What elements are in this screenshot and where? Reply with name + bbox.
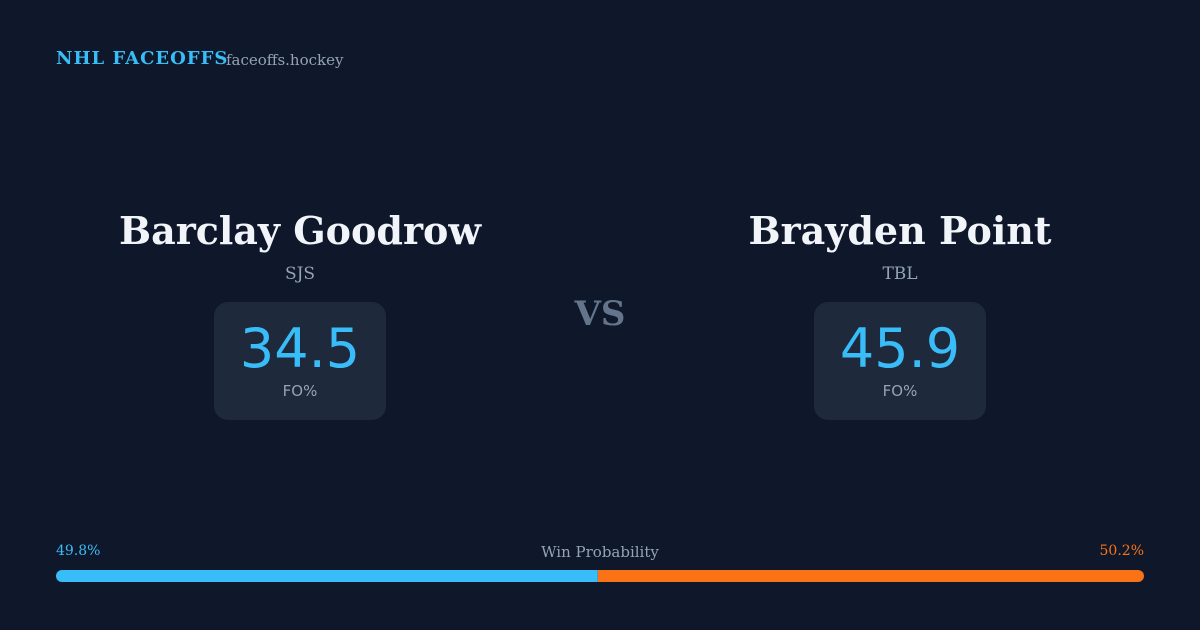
win-bar-left <box>56 570 598 582</box>
versus: VS <box>574 294 626 334</box>
win-title: Win Probability <box>541 543 659 561</box>
win-left-label: 49.8% <box>56 543 101 559</box>
stat-label: FO% <box>882 382 918 400</box>
player-card: Barclay Goodrow SJS 34.5 FO% <box>50 206 550 420</box>
stat-value: 34.5 <box>239 317 361 380</box>
stat-box: 45.9 FO% <box>814 302 986 420</box>
stat-value: 45.9 <box>839 317 961 380</box>
player-name: Barclay Goodrow <box>118 208 482 253</box>
win-bar <box>56 570 1144 582</box>
stat-box: 34.5 FO% <box>214 302 386 420</box>
win-right-label: 50.2% <box>1099 543 1144 559</box>
win-bar-right <box>597 570 1144 582</box>
team: SJS <box>284 264 316 284</box>
stat-label: FO% <box>282 382 318 400</box>
player-name: Brayden Point <box>748 208 1052 253</box>
site: faceoffs.hockey <box>226 51 344 69</box>
team: TBL <box>882 264 918 284</box>
brand: NHL FACEOFFS <box>56 48 229 69</box>
player-card: Brayden Point TBL 45.9 FO% <box>650 206 1150 420</box>
